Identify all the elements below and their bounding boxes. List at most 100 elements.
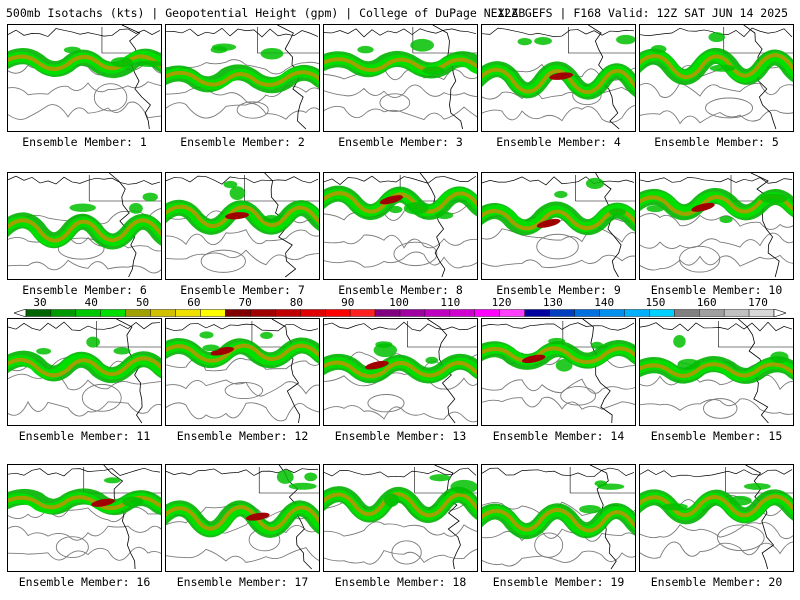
- isotach-blob: [585, 177, 605, 189]
- legend-tick-label: 100: [389, 296, 409, 309]
- ensemble-member-label: Ensemble Member: 11: [18, 429, 151, 443]
- coastline: [8, 175, 161, 185]
- height-contour: [640, 213, 793, 230]
- coastline: [482, 27, 635, 38]
- isotach-blob: [534, 36, 552, 45]
- height-contour: [324, 105, 477, 121]
- isotach-blob: [375, 341, 393, 348]
- legend-color-swatch: [549, 309, 575, 317]
- legend-tick-label: 150: [645, 296, 666, 309]
- ensemble-member-map: [639, 318, 794, 426]
- coastline: [750, 173, 780, 278]
- political-border: [244, 175, 319, 202]
- jet-stream-isotach: [640, 194, 793, 216]
- jet-stream-isotach: [166, 70, 319, 87]
- political-border: [407, 321, 477, 348]
- isotach-map-canvas: [166, 319, 319, 424]
- height-contour: [379, 93, 411, 112]
- ensemble-member-map: [7, 24, 162, 132]
- isotach-blob: [719, 215, 733, 224]
- height-contour: [482, 396, 635, 410]
- isotach-blob: [554, 190, 568, 199]
- isotach-blob: [86, 336, 100, 348]
- legend-color-swatch: [50, 309, 77, 317]
- isotach-blob: [63, 46, 81, 54]
- isotach-map-canvas: [166, 173, 319, 278]
- isotach-blob: [410, 38, 434, 52]
- ensemble-member-map: [165, 318, 320, 426]
- isotach-blob: [110, 57, 133, 68]
- ensemble-member-map: [323, 464, 478, 572]
- jet-stream-isotach: [166, 343, 319, 363]
- legend-color-swatch: [225, 309, 251, 317]
- ensemble-member-label: Ensemble Member: 16: [18, 575, 151, 589]
- ensemble-member-label: Ensemble Member: 9: [496, 283, 621, 297]
- height-contour: [8, 81, 161, 96]
- legend-tick-label: 50: [135, 296, 150, 309]
- isotach-blob: [357, 45, 374, 54]
- height-contour: [8, 546, 161, 561]
- coastline: [595, 173, 622, 278]
- isotach-blob: [708, 32, 725, 43]
- jet-stream-isotach: [482, 507, 635, 533]
- jet-streak-core: [225, 212, 249, 220]
- legend-color-swatch: [499, 309, 525, 317]
- height-contour: [8, 525, 161, 541]
- height-contour: [166, 59, 319, 75]
- height-contour: [93, 83, 128, 112]
- isotach-legend-labels: 30 40 50 60 70 80 90 100 110 120 130 140 150 160 170: [0, 296, 800, 310]
- height-contour: [393, 241, 438, 267]
- isotach-blob: [743, 483, 771, 490]
- political-border: [258, 467, 319, 494]
- ensemble-member-map: [323, 172, 478, 280]
- ensemble-member-label: Ensemble Member: 19: [492, 575, 625, 589]
- isotach-blob: [262, 215, 281, 223]
- legend-color-swatch: [150, 309, 176, 317]
- ensemble-member-map: [639, 464, 794, 572]
- height-contour: [166, 249, 319, 266]
- jet-streak-core: [536, 218, 561, 228]
- coastline: [121, 25, 151, 130]
- ensemble-member-map: [165, 172, 320, 280]
- legend-tick-label: 70: [238, 296, 252, 309]
- isotach-blob: [770, 351, 789, 364]
- legend-color-swatch: [100, 309, 126, 317]
- height-contour: [236, 101, 269, 119]
- political-border: [257, 27, 319, 54]
- height-contour: [8, 400, 161, 417]
- isotach-blob: [288, 482, 317, 490]
- isotach-blob: [403, 202, 429, 215]
- legend-tick-label: 160: [696, 296, 717, 309]
- isotach-blob: [555, 359, 573, 372]
- coastline: [271, 319, 301, 424]
- isotach-blob: [260, 331, 273, 339]
- isotach-map-canvas: [482, 173, 635, 278]
- height-contour: [324, 84, 477, 98]
- height-contour: [166, 357, 319, 372]
- coastline: [166, 323, 319, 332]
- height-contour: [8, 234, 161, 252]
- coastline: [324, 467, 477, 478]
- isotach-blob: [608, 208, 627, 216]
- height-contour: [324, 372, 477, 390]
- isotach-blob: [646, 205, 664, 213]
- jet-stream-isotach: [324, 57, 477, 73]
- height-contour: [640, 82, 793, 99]
- isotach-map-canvas: [324, 25, 477, 130]
- isotach-map-canvas: [8, 319, 161, 424]
- isotach-blob: [422, 66, 445, 75]
- ensemble-member-label: Ensemble Member: 15: [650, 429, 783, 443]
- height-contour: [166, 102, 319, 120]
- ensemble-member-map: [323, 318, 478, 426]
- height-contour: [55, 536, 89, 559]
- legend-color-swatch: [599, 309, 625, 317]
- height-contour: [482, 378, 635, 394]
- coastline: [482, 467, 635, 478]
- ensemble-member-label: Ensemble Member: 4: [496, 135, 621, 149]
- height-contour: [57, 237, 105, 260]
- legend-tick-label: 170: [748, 296, 768, 309]
- jet-streak-core: [521, 354, 546, 364]
- ensemble-member-map: [639, 172, 794, 280]
- isotach-color-legend: [14, 309, 786, 317]
- ensemble-member-label: Ensemble Member: 3: [338, 135, 463, 149]
